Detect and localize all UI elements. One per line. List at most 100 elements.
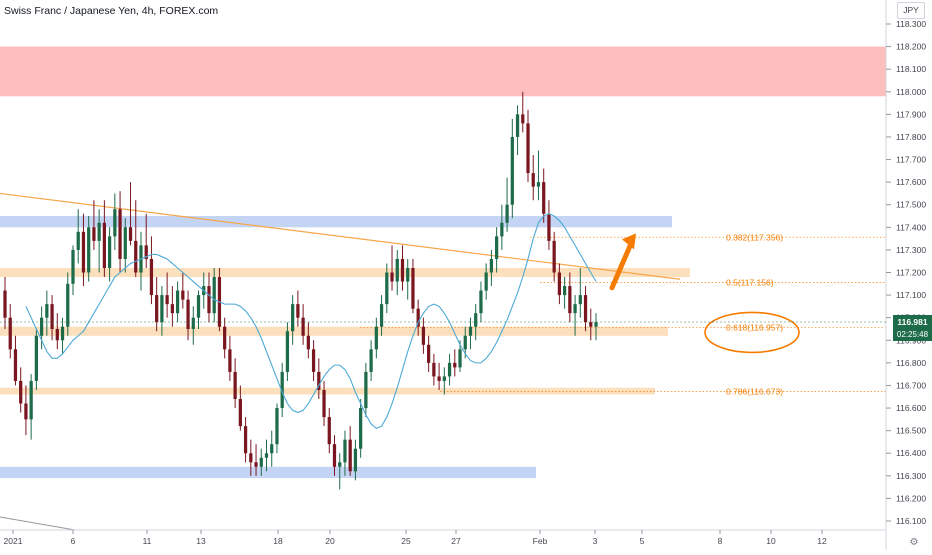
candle-body bbox=[364, 371, 368, 409]
candle bbox=[552, 231, 556, 282]
candle bbox=[301, 304, 305, 345]
candle bbox=[87, 216, 91, 282]
candle-body bbox=[233, 371, 237, 400]
candle bbox=[369, 340, 373, 381]
candle bbox=[427, 335, 431, 372]
candle-body bbox=[128, 227, 133, 241]
candle bbox=[343, 430, 347, 476]
bottom-left-line bbox=[0, 516, 76, 531]
candle-body bbox=[55, 328, 59, 341]
candle-body bbox=[468, 326, 473, 336]
candle-body bbox=[301, 317, 305, 336]
candle bbox=[259, 448, 263, 476]
candle bbox=[212, 267, 216, 323]
candle bbox=[280, 362, 284, 418]
candle-body bbox=[447, 362, 452, 377]
candle-body bbox=[332, 444, 337, 467]
candle-body bbox=[421, 326, 426, 345]
candle-body bbox=[76, 231, 80, 250]
candle-body bbox=[578, 295, 582, 305]
candle-body bbox=[369, 349, 373, 372]
candle bbox=[3, 277, 7, 329]
candle-body bbox=[8, 317, 12, 350]
candle bbox=[118, 191, 122, 273]
price-tick-label: 116.300 bbox=[896, 471, 926, 481]
candle-body bbox=[223, 326, 227, 350]
candle-body bbox=[474, 313, 478, 327]
time-tick-label: 18 bbox=[273, 536, 283, 546]
candle bbox=[155, 277, 159, 332]
last-price-tag: 116.981 bbox=[893, 314, 932, 329]
candle-body bbox=[113, 209, 117, 237]
ma-layer bbox=[25, 213, 597, 430]
candle-body bbox=[547, 213, 551, 241]
candle bbox=[317, 358, 321, 400]
candle-body bbox=[107, 236, 112, 268]
candle bbox=[442, 367, 446, 395]
candle-body bbox=[165, 295, 169, 305]
candle-body bbox=[390, 272, 394, 282]
candle bbox=[149, 236, 154, 305]
candle bbox=[505, 177, 509, 232]
candle bbox=[45, 290, 49, 336]
candle bbox=[123, 218, 127, 273]
candle bbox=[196, 290, 201, 329]
candle-body bbox=[296, 304, 300, 318]
candle bbox=[76, 209, 80, 264]
candle-body bbox=[24, 403, 28, 420]
price-tick-label: 117.600 bbox=[896, 177, 926, 187]
candle bbox=[489, 249, 494, 287]
candle bbox=[547, 200, 551, 250]
candle bbox=[102, 200, 106, 278]
candle-body bbox=[87, 227, 91, 273]
fib-618-highlight-ellipse bbox=[704, 311, 800, 354]
candle-body bbox=[181, 290, 185, 300]
candle-body bbox=[557, 272, 562, 296]
zone-support-orange-1 bbox=[0, 326, 668, 336]
candle bbox=[583, 286, 588, 332]
price-tick-label: 116.600 bbox=[896, 403, 926, 413]
candle bbox=[66, 272, 70, 336]
candle-body bbox=[353, 448, 358, 472]
candle-body bbox=[186, 299, 190, 329]
price-tick-label: 118.300 bbox=[896, 19, 926, 29]
candle bbox=[243, 417, 248, 463]
candle-body bbox=[259, 457, 263, 467]
projection-arrow-shaft bbox=[609, 238, 635, 291]
candle-body bbox=[39, 317, 44, 336]
candle bbox=[332, 435, 337, 476]
candle-body bbox=[552, 240, 556, 273]
candle bbox=[233, 358, 237, 409]
price-tick-label: 117.700 bbox=[896, 155, 926, 165]
candle-body bbox=[568, 286, 572, 314]
settings-gear-icon[interactable]: ⚙ bbox=[909, 537, 919, 548]
candle bbox=[296, 290, 300, 327]
time-tick-label: 10 bbox=[766, 536, 776, 546]
candle bbox=[228, 335, 232, 381]
candle-body bbox=[348, 439, 352, 472]
candle bbox=[484, 263, 488, 300]
candle-body bbox=[583, 295, 588, 323]
time-tick-label: 11 bbox=[143, 536, 152, 546]
candle-body bbox=[343, 439, 347, 463]
candle bbox=[589, 308, 593, 341]
candle-body bbox=[102, 222, 106, 268]
candle-body bbox=[385, 272, 389, 305]
candle-body bbox=[338, 462, 342, 467]
candle bbox=[338, 453, 342, 490]
countdown-tag: 02:25:48 bbox=[893, 328, 932, 341]
candle-body bbox=[322, 389, 326, 418]
candle bbox=[379, 295, 384, 336]
currency-badge[interactable]: JPY bbox=[897, 2, 925, 19]
price-tick-label: 117.200 bbox=[896, 268, 926, 278]
trendline-layer bbox=[0, 192, 681, 531]
candle bbox=[191, 306, 195, 345]
candle-body bbox=[170, 304, 174, 314]
candle-body bbox=[594, 322, 598, 327]
candle bbox=[92, 200, 96, 250]
price-tick-label: 116.500 bbox=[896, 426, 926, 436]
candle-body bbox=[71, 249, 75, 284]
candle-body bbox=[536, 182, 541, 187]
candle bbox=[311, 340, 316, 381]
